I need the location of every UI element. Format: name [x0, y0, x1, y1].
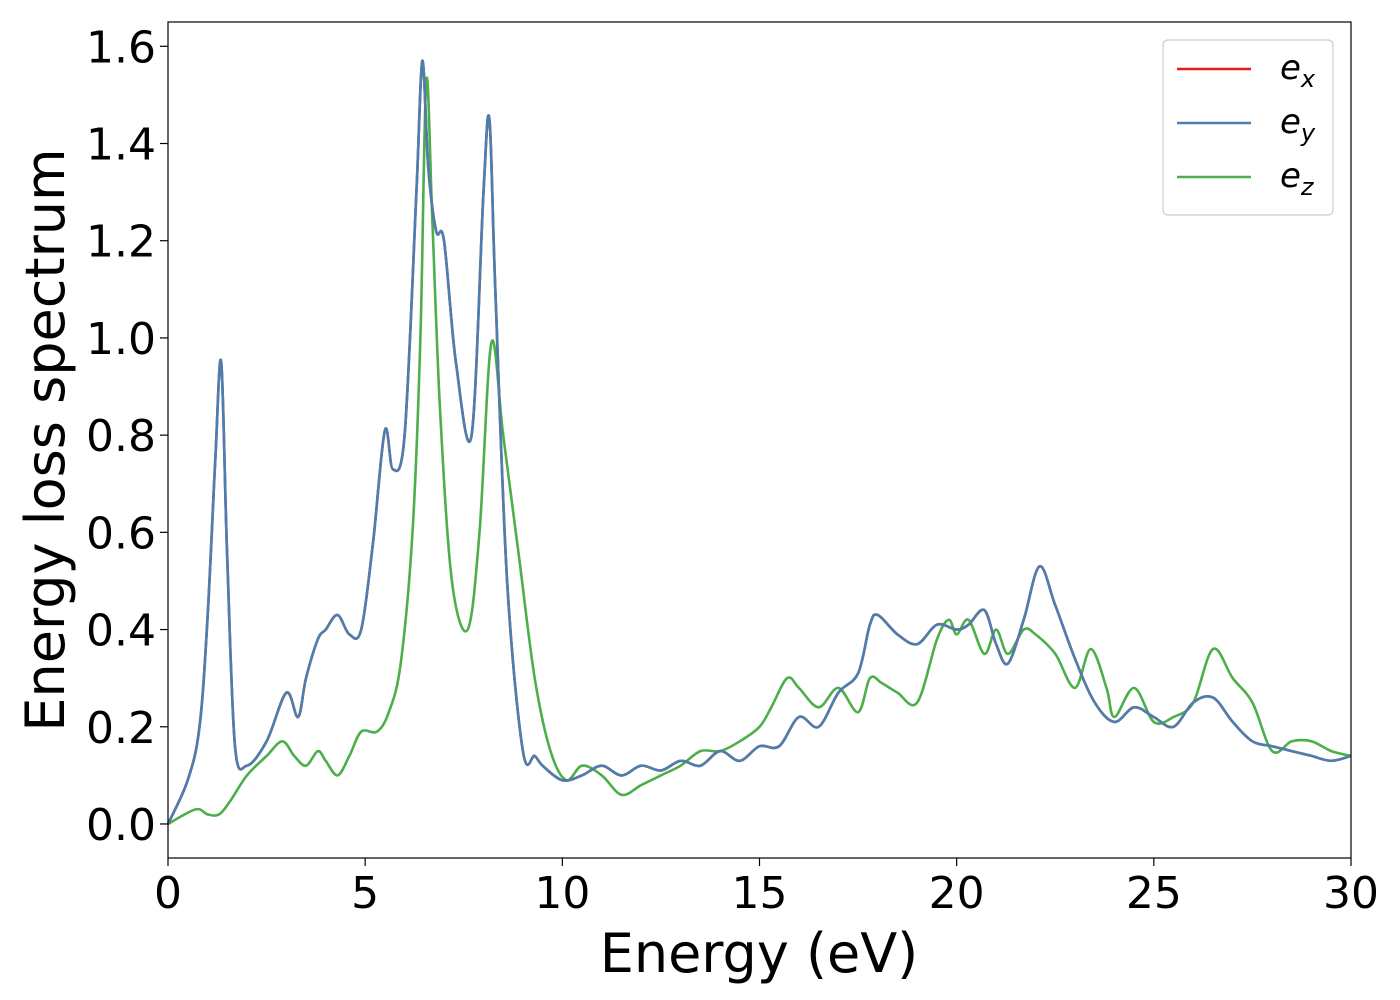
y-tick-label: 1.6: [86, 22, 156, 73]
legend-box: [1162, 39, 1334, 216]
y-tick-label: 0.0: [86, 800, 156, 851]
x-tick-label: 25: [1126, 868, 1182, 919]
y-tick-label: 0.4: [86, 606, 156, 657]
x-tick-label: 15: [732, 868, 788, 919]
legend: ex ey ez: [1162, 39, 1334, 216]
y-tick-label: 0.8: [86, 411, 156, 462]
y-axis-label: Energy loss spectrum: [14, 148, 77, 731]
x-tick-label: 30: [1323, 868, 1379, 919]
x-tick-label: 5: [351, 868, 379, 919]
legend-label-x: ex: [1280, 48, 1316, 93]
series-line-z: [167, 76, 1352, 826]
x-tick-label: 10: [534, 868, 590, 919]
x-tick-label: 20: [929, 868, 985, 919]
y-tick-label: 1.0: [86, 314, 156, 365]
y-tick-label: 1.4: [86, 120, 156, 171]
x-axis-label: Energy (eV): [600, 922, 919, 985]
series-line-y: [166, 59, 1352, 825]
plot-area: [166, 59, 1352, 826]
x-axis: 0 5 10 15 20 25 30: [154, 858, 1379, 919]
y-axis: 0.0 0.2 0.4 0.6 0.8 1.0 1.2 1.4 1.6: [86, 22, 168, 851]
legend-label-z: ez: [1280, 156, 1315, 201]
x-tick-label: 0: [154, 868, 182, 919]
y-tick-label: 0.2: [86, 703, 156, 754]
y-tick-label: 1.2: [86, 217, 156, 268]
y-tick-label: 0.6: [86, 508, 156, 559]
legend-label-y: ey: [1280, 102, 1316, 147]
